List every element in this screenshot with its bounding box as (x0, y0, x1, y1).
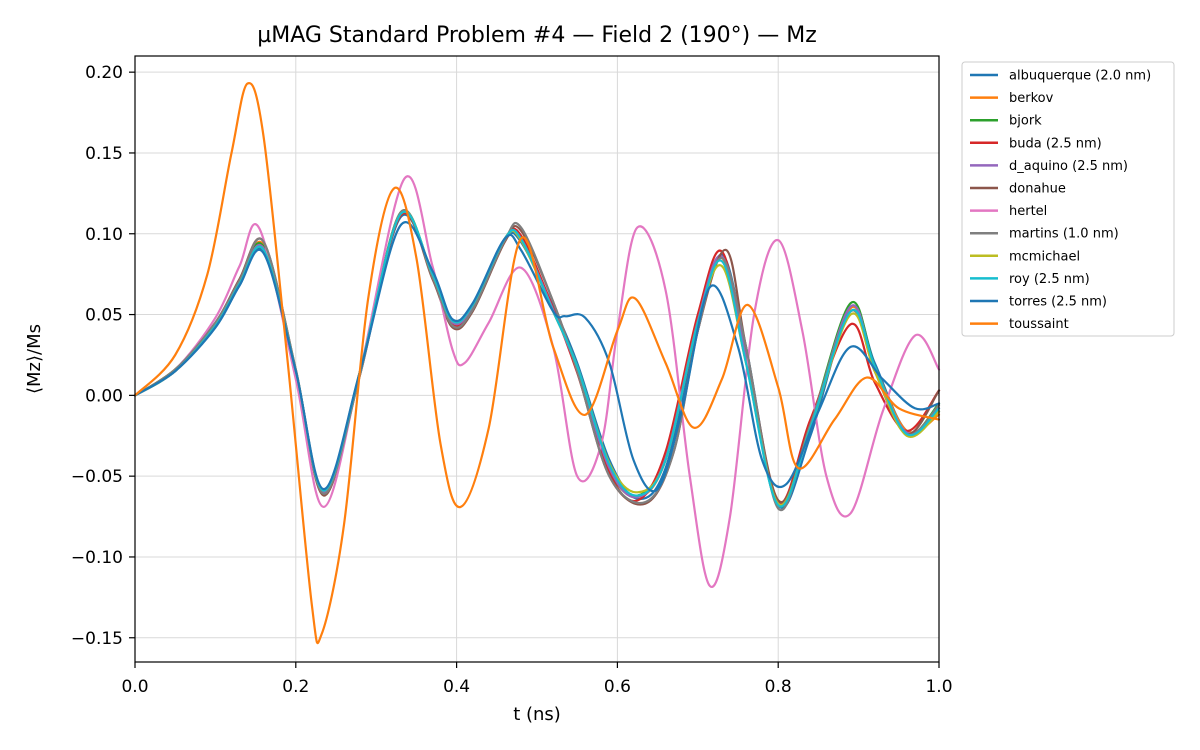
series-line-11 (133, 82, 941, 645)
x-tick-label: 0.4 (443, 677, 470, 697)
y-tick-label: 0.10 (85, 225, 123, 245)
y-tick-label: −0.10 (71, 548, 123, 568)
series-layer (133, 82, 941, 645)
y-tick-label: 0.20 (85, 63, 123, 83)
series-line-2 (133, 209, 941, 508)
y-tick-label: 0.15 (85, 144, 123, 164)
legend-entry: torres (2.5 nm) (1009, 295, 1107, 310)
x-tick-label: 1.0 (925, 677, 952, 697)
y-tick-label: 0.05 (85, 306, 123, 326)
chart-title: µMAG Standard Problem #4 — Field 2 (190°… (257, 23, 817, 48)
legend-entry: bjork (1009, 114, 1042, 129)
x-axis-ticks: 0.0 0.2 0.4 0.6 0.8 1.0 (121, 662, 953, 697)
legend-entry: albuquerque (2.0 nm) (1009, 69, 1151, 84)
y-axis-ticks: −0.15 −0.10 −0.05 0.00 0.05 0.10 0.15 0.20 (71, 63, 135, 649)
series-line-9 (133, 210, 941, 508)
legend-entry: berkov (1009, 91, 1054, 106)
series-line-8 (133, 210, 941, 507)
series-line-5 (133, 210, 941, 506)
series-line-10 (133, 221, 941, 493)
x-tick-label: 0.0 (121, 677, 148, 697)
x-axis-label: t (ns) (513, 704, 561, 725)
series-line-7 (133, 209, 941, 512)
grid-lines (134, 56, 940, 662)
series-line-1 (133, 210, 941, 504)
y-axis-label: ⟨Mz⟩/Ms (24, 324, 45, 394)
legend-entry: mcmichael (1009, 249, 1080, 264)
y-tick-label: 0.00 (85, 386, 123, 406)
legend-entry: hertel (1009, 204, 1047, 219)
x-tick-label: 0.2 (282, 677, 309, 697)
legend-entry: buda (2.5 nm) (1009, 136, 1102, 151)
x-tick-label: 0.8 (765, 677, 792, 697)
legend-entry: martins (1.0 nm) (1009, 227, 1119, 242)
legend-entry: roy (2.5 nm) (1009, 272, 1090, 287)
y-tick-label: −0.05 (71, 467, 123, 487)
legend-box (961, 61, 1175, 337)
legend: albuquerque (2.0 nm) berkov bjork buda (2.5… (961, 61, 1175, 337)
series-line-4 (133, 210, 941, 507)
series-line-3 (133, 212, 941, 505)
x-tick-label: 0.6 (604, 677, 631, 697)
series-line-6 (133, 175, 941, 589)
legend-entry: toussaint (1009, 317, 1069, 332)
plot-frame (134, 55, 940, 663)
legend-entry: d_aquino (2.5 nm) (1009, 159, 1128, 174)
y-tick-label: −0.15 (71, 629, 123, 649)
legend-entry: donahue (1009, 182, 1066, 197)
